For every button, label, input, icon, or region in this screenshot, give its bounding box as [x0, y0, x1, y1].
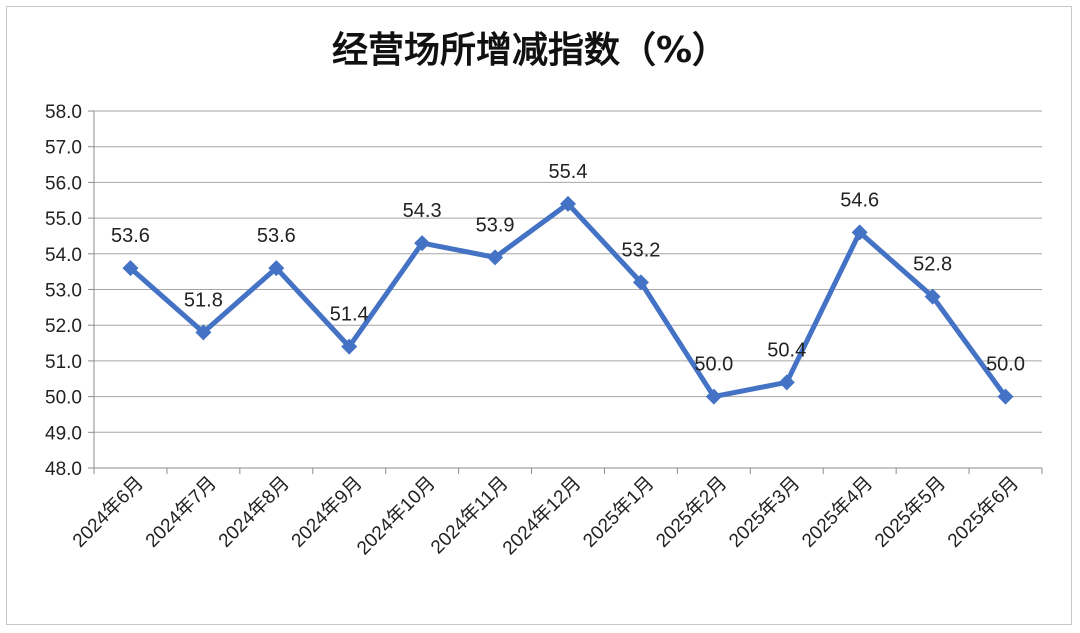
- x-tick-label: 2025年4月: [797, 472, 877, 552]
- data-point-marker: [851, 224, 868, 241]
- data-labels: 53.6 51.8 53.6 51.4 54.3 53.9 55.4 53.2 50.0 50.4…: [111, 161, 1025, 376]
- x-tick-label: 2024年7月: [141, 472, 221, 552]
- data-label: 50.0: [694, 354, 733, 376]
- data-point-marker: [341, 338, 358, 355]
- data-point-marker: [924, 288, 941, 305]
- data-label: 53.2: [621, 239, 660, 261]
- x-tick-label: 2024年10月: [352, 472, 439, 559]
- x-tick-label: 2025年5月: [870, 472, 950, 552]
- data-point-marker: [997, 388, 1014, 405]
- data-label: 53.6: [111, 225, 150, 247]
- data-point-marker: [632, 274, 649, 291]
- y-tick-label: 57.0: [45, 138, 82, 159]
- y-tick-label: 58.0: [45, 102, 82, 123]
- x-tick-label: 2024年12月: [498, 472, 585, 559]
- data-point-marker: [268, 260, 285, 277]
- data-label: 53.6: [257, 225, 296, 247]
- data-label: 50.0: [986, 354, 1025, 376]
- x-tick-label: 2024年6月: [68, 472, 148, 552]
- data-label: 51.4: [330, 304, 369, 326]
- data-label: 52.8: [913, 254, 952, 276]
- data-label: 54.3: [403, 200, 442, 222]
- data-label: 54.6: [840, 189, 879, 211]
- axes: [88, 110, 1043, 474]
- y-tick-label: 51.0: [45, 352, 82, 373]
- x-tick-label: 2024年8月: [214, 472, 294, 552]
- y-axis-ticks: 48.0 49.0 50.0 51.0 52.0 53.0 54.0 55.0 56.0 57.0…: [45, 102, 82, 480]
- y-tick-label: 49.0: [45, 423, 82, 444]
- data-point-marker: [195, 324, 212, 341]
- y-tick-label: 48.0: [45, 459, 82, 480]
- y-tick-label: 56.0: [45, 173, 82, 194]
- data-point-marker: [778, 374, 795, 391]
- y-tick-label: 54.0: [45, 245, 82, 266]
- data-point-marker: [487, 249, 504, 266]
- data-label: 50.4: [767, 339, 806, 361]
- data-point-marker: [414, 235, 431, 252]
- data-label: 51.8: [184, 289, 223, 311]
- data-label: 55.4: [549, 161, 588, 183]
- x-tick-label: 2025年6月: [943, 472, 1023, 552]
- y-tick-label: 52.0: [45, 316, 82, 337]
- data-point-marker: [122, 260, 139, 277]
- data-point-marker: [705, 388, 722, 405]
- data-label: 53.9: [476, 214, 515, 236]
- data-point-marker: [560, 195, 576, 212]
- x-tick-label: 2025年3月: [725, 472, 805, 552]
- x-tick-label: 2025年1月: [579, 472, 659, 552]
- chart-title: 经营场所增减指数（%）: [332, 30, 728, 71]
- y-tick-label: 53.0: [45, 281, 82, 302]
- x-tick-label: 2024年9月: [287, 472, 367, 552]
- y-tick-label: 55.0: [45, 209, 82, 230]
- x-tick-label: 2025年2月: [652, 472, 732, 552]
- y-tick-label: 50.0: [45, 388, 82, 409]
- data-point-markers: [122, 195, 1014, 405]
